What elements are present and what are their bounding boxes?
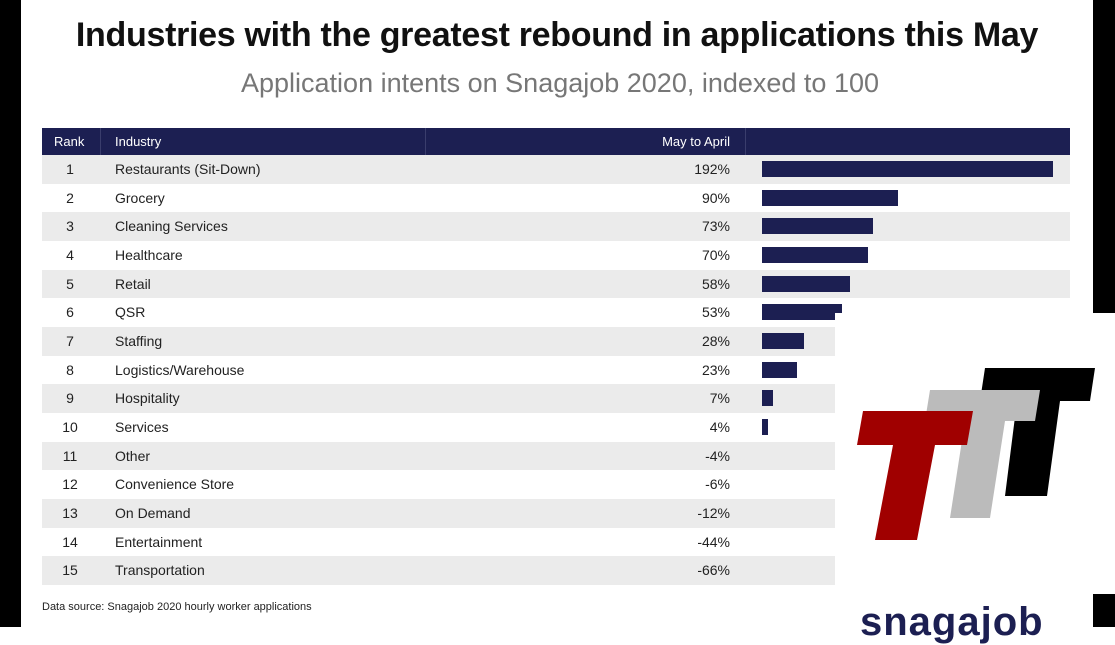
change-cell: -66% [697,562,730,579]
rank-cell: 5 [66,275,74,292]
industry-cell: Entertainment [115,533,203,550]
industry-cell: Healthcare [115,246,183,263]
industry-cell: Grocery [115,189,165,206]
bar-logistics-warehouse [762,361,797,378]
change-cell: 53% [701,304,730,321]
ttt-logo-icon [857,368,1095,540]
industry-cell: Transportation [115,562,205,579]
industry-cell: Restaurants (Sit-Down) [115,161,261,177]
table-row: 5 Retail 58% [42,269,1070,299]
table-row: 6 QSR 53% [42,298,1070,327]
logo-t-red [857,411,973,540]
bar-staffing [762,332,805,349]
change-cell: 28% [701,332,730,349]
ttt-logo-overlay [835,313,1115,587]
rank-cell: 15 [62,562,78,579]
table-row: 12 Convenience Store -6% [42,470,1070,499]
rank-cell: 8 [66,361,74,378]
header-industry: Industry [115,134,162,149]
bar-restaurants-sit-down- [762,161,1053,177]
change-cell: 90% [701,189,730,206]
table-row: 3 Cleaning Services 73% [42,212,1070,241]
industry-cell: Services [115,418,169,435]
change-cell: 73% [701,218,730,235]
industry-cell: Logistics/Warehouse [115,361,245,378]
bar-services [762,418,769,435]
change-cell: -44% [697,533,730,550]
chart-subtitle: Application intents on Snagajob 2020, in… [241,68,879,98]
rank-cell: 2 [66,189,74,206]
change-cell: 23% [701,361,730,378]
bar-retail [762,275,850,292]
header-divider [425,128,426,155]
table-header: Rank Industry May to April [42,128,1070,155]
left-black-border [0,0,21,627]
rank-cell: 14 [62,533,78,550]
bar-healthcare [762,246,869,263]
industry-cell: Hospitality [115,390,180,407]
table-row: 4 Healthcare 70% [42,241,1070,270]
change-cell: -6% [705,476,730,493]
right-black-border-top [1093,0,1115,313]
rank-cell: 13 [62,504,78,521]
header-rank: Rank [54,134,85,149]
industry-cell: QSR [115,304,146,321]
bar-grocery [762,189,899,206]
table-row: 14 Entertainment -44% [42,528,1070,557]
rank-cell: 11 [62,447,78,464]
change-cell: -4% [705,447,730,464]
change-cell: -12% [697,504,730,521]
rank-cell: 6 [66,304,74,321]
bar-cleaning-services [762,218,873,235]
industry-cell: Retail [115,275,151,292]
snagajob-logo: snagajob [860,600,1044,644]
industry-cell: Staffing [115,332,163,349]
industry-cell: On Demand [115,504,191,521]
change-cell: 192% [694,161,730,177]
bar-hospitality [762,390,773,407]
table-row: 10 Services 4% [42,413,1070,442]
rank-cell: 7 [66,332,74,349]
chart-title: Industries with the greatest rebound in … [75,16,1039,54]
change-cell: 70% [701,246,730,263]
change-cell: 4% [709,418,730,435]
rank-cell: 12 [62,476,78,493]
logo-t-gray [925,390,1040,518]
table-row: 8 Logistics/Warehouse 23% [42,356,1070,385]
header-divider [745,128,746,155]
bar-qsr [762,304,843,321]
header-divider [100,128,101,155]
rank-cell: 4 [66,246,74,263]
header-may-to-april: May to April [662,134,730,149]
rank-cell: 9 [66,390,74,407]
change-cell: 58% [701,275,730,292]
right-black-border-bottom [1093,594,1115,627]
industry-cell: Cleaning Services [115,218,228,235]
rank-cell: 1 [66,161,74,177]
ranking-table: Rank Industry May to April 1 Restaurants … [42,128,1070,585]
rank-cell: 10 [62,418,78,435]
data-source-note: Data source: Snagajob 2020 hourly worker… [42,601,312,613]
industry-cell: Other [115,447,151,464]
table-row: 2 Grocery 90% [42,184,1070,213]
industry-cell: Convenience Store [115,476,235,493]
rank-cell: 3 [66,218,74,235]
change-cell: 7% [709,390,730,407]
table-row: 1 Restaurants (Sit-Down) 192% [42,155,1070,184]
